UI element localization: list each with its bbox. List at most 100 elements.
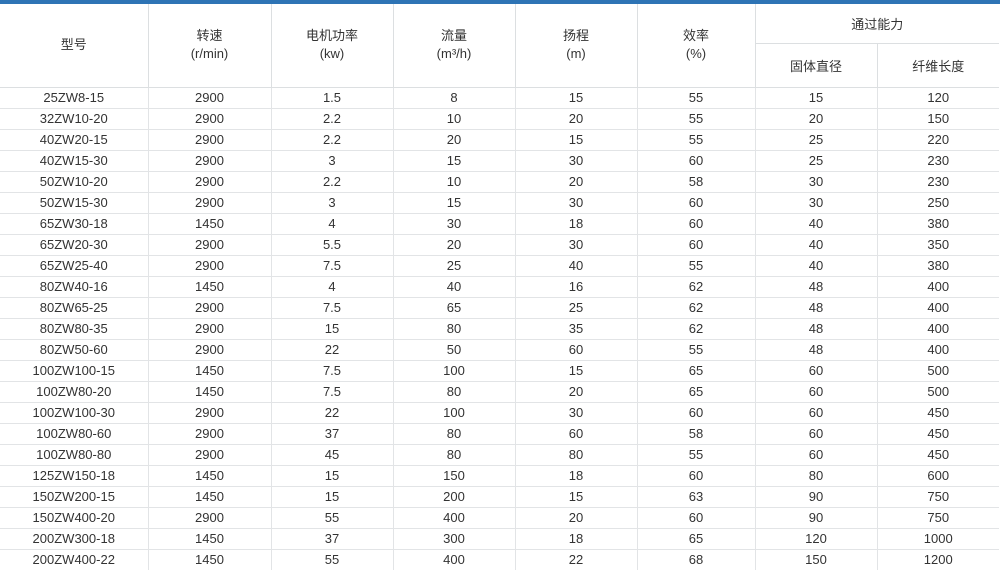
table-row: 100ZW100-15 1450 7.5 100 15 65 60 500 (0, 359, 1000, 382)
table-cell: 55 (636, 254, 756, 277)
table-cell: 25 (514, 296, 638, 319)
table-cell: 2900 (147, 506, 272, 529)
table-cell: 65 (392, 296, 516, 319)
table-cell: 100ZW80-80 (0, 443, 149, 466)
table-cell: 3 (270, 191, 394, 214)
table-cell: 55 (636, 338, 756, 361)
table-cell: 60 (754, 359, 878, 382)
table-cell: 18 (514, 464, 638, 487)
table-cell: 100ZW80-60 (0, 422, 149, 445)
table-cell: 4 (270, 275, 394, 298)
table-cell: 80 (392, 380, 516, 403)
table-cell: 2900 (147, 86, 272, 109)
table-cell: 2.2 (270, 170, 394, 193)
header-row-2: 固体直径 纤维长度 (0, 43, 1000, 88)
table-cell: 300 (392, 527, 516, 550)
table-cell: 100ZW100-30 (0, 401, 149, 424)
header-flow: 流量 (m³/h) (392, 4, 516, 88)
table-cell: 400 (392, 506, 516, 529)
table-cell: 8 (392, 86, 516, 109)
table-cell: 60 (636, 212, 756, 235)
header-speed: 转速 (r/min) (147, 4, 272, 88)
table-cell: 80ZW65-25 (0, 296, 149, 319)
table-row: 40ZW15-30 2900 3 15 30 60 25 230 (0, 149, 1000, 172)
table-cell: 2900 (147, 401, 272, 424)
table-cell: 1450 (147, 212, 272, 235)
table-row: 125ZW150-18 1450 15 150 18 60 80 600 (0, 464, 1000, 487)
table-cell: 55 (636, 86, 756, 109)
table-cell: 80ZW40-16 (0, 275, 149, 298)
table-cell: 5.5 (270, 233, 394, 256)
table-cell: 80 (392, 317, 516, 340)
table-cell: 2900 (147, 149, 272, 172)
table-cell: 15 (754, 86, 878, 109)
table-cell: 30 (754, 191, 878, 214)
table-cell: 40ZW20-15 (0, 128, 149, 151)
header-motor-power-label: 电机功率 (305, 28, 358, 44)
table-cell: 40 (514, 254, 638, 277)
table-cell: 58 (636, 170, 756, 193)
table-cell: 20 (514, 380, 638, 403)
table-cell: 35 (514, 317, 638, 340)
table-cell: 48 (754, 296, 878, 319)
table-cell: 48 (754, 317, 878, 340)
table-cell: 120 (876, 86, 1000, 109)
table-cell: 20 (392, 128, 516, 151)
table-cell: 20 (392, 233, 516, 256)
table-cell: 1450 (147, 380, 272, 403)
table-cell: 62 (636, 275, 756, 298)
table-cell: 90 (754, 506, 878, 529)
table-cell: 230 (876, 170, 1000, 193)
table-row: 80ZW50-60 2900 22 50 60 55 48 400 (0, 338, 1000, 361)
table-cell: 80 (392, 443, 516, 466)
table-cell: 50ZW10-20 (0, 170, 149, 193)
table-cell: 20 (514, 170, 638, 193)
table-cell: 7.5 (270, 296, 394, 319)
table-cell: 150 (392, 464, 516, 487)
table-row: 80ZW80-35 2900 15 80 35 62 48 400 (0, 317, 1000, 340)
table-cell: 80ZW50-60 (0, 338, 149, 361)
table-row: 25ZW8-15 2900 1.5 8 15 55 15 120 (0, 86, 1000, 109)
table-cell: 55 (270, 506, 394, 529)
header-flow-unit: (m³/h) (436, 46, 472, 62)
table-cell: 15 (514, 86, 638, 109)
table-cell: 60 (754, 401, 878, 424)
table-row: 80ZW40-16 1450 4 40 16 62 48 400 (0, 275, 1000, 298)
table-cell: 400 (876, 275, 1000, 298)
table-cell: 750 (876, 506, 1000, 529)
table-cell: 400 (876, 317, 1000, 340)
table-cell: 350 (876, 233, 1000, 256)
table-cell: 1.5 (270, 86, 394, 109)
table-cell: 62 (636, 296, 756, 319)
table-cell: 450 (876, 401, 1000, 424)
table-cell: 200ZW400-22 (0, 548, 149, 570)
header-head-unit: (m) (566, 46, 586, 62)
table-cell: 500 (876, 359, 1000, 382)
table-cell: 1450 (147, 275, 272, 298)
header-row-1: 型号 转速 (r/min) 电机功率 (kw) 流量 (m³/h) 扬程 (m) (0, 4, 1000, 88)
table-cell: 30 (514, 233, 638, 256)
table-cell: 45 (270, 443, 394, 466)
table-cell: 150 (754, 548, 878, 570)
table-cell: 30 (754, 170, 878, 193)
table-cell: 90 (754, 485, 878, 508)
table-cell: 7.5 (270, 359, 394, 382)
table-cell: 30 (514, 191, 638, 214)
table-cell: 18 (514, 527, 638, 550)
table-cell: 120 (754, 527, 878, 550)
table-cell: 65ZW25-40 (0, 254, 149, 277)
table-cell: 7.5 (270, 254, 394, 277)
table-cell: 37 (270, 527, 394, 550)
table-cell: 25ZW8-15 (0, 86, 149, 109)
pump-spec-table: 型号 转速 (r/min) 电机功率 (kw) 流量 (m³/h) 扬程 (m) (0, 4, 1000, 570)
table-cell: 2900 (147, 296, 272, 319)
table-row: 50ZW15-30 2900 3 15 30 60 30 250 (0, 191, 1000, 214)
header-efficiency-unit: (%) (685, 46, 707, 62)
table-cell: 22 (514, 548, 638, 570)
table-cell: 65 (636, 527, 756, 550)
header-speed-unit: (r/min) (190, 46, 229, 62)
table-cell: 200ZW300-18 (0, 527, 149, 550)
table-cell: 60 (754, 422, 878, 445)
table-cell: 15 (514, 128, 638, 151)
